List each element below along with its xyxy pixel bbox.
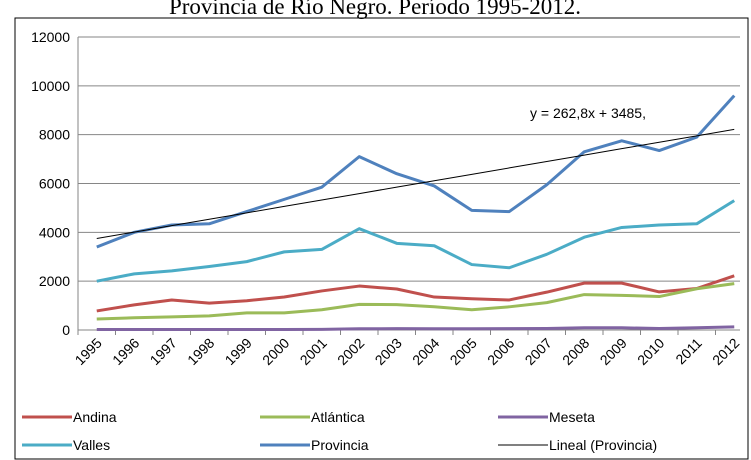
legend-label: Lineal (Provincia)	[549, 437, 657, 453]
series-line	[96, 325, 735, 332]
y-tick-label: 10000	[31, 78, 70, 94]
y-tick-label: 6000	[39, 176, 70, 192]
chart-frame	[14, 17, 749, 460]
x-tick-label: 2001	[297, 335, 330, 368]
x-tick-label: 2000	[259, 335, 292, 368]
x-tick-label: 2007	[522, 335, 555, 368]
trend-annotation: y = 262,8x + 3485,	[530, 105, 646, 121]
y-tick-label: 0	[62, 322, 70, 338]
x-tick-label: 1997	[147, 335, 180, 368]
legend-label: Atlántica	[311, 409, 365, 425]
legend-label: Valles	[73, 437, 110, 453]
x-tick-label: 2002	[334, 335, 367, 368]
legend-label: Provincia	[311, 437, 369, 453]
x-tick-label: 2003	[372, 335, 405, 368]
y-tick-label: 8000	[39, 127, 70, 143]
chart-title: Provincia de Río Negro. Período 1995-201…	[169, 0, 581, 19]
x-tick-label: 2009	[597, 335, 630, 368]
x-tick-label: 2004	[409, 335, 442, 368]
x-tick-label: 2005	[447, 335, 480, 368]
x-tick-label: 2010	[634, 335, 667, 368]
series-line	[96, 274, 735, 313]
series-line	[96, 94, 736, 249]
x-tick-label: 2011	[672, 335, 705, 368]
y-tick-label: 2000	[39, 273, 70, 289]
series-line	[96, 199, 736, 283]
x-tick-label: 2006	[484, 335, 517, 368]
x-tick-label: 1996	[109, 335, 142, 368]
x-tick-label: 1995	[72, 335, 105, 368]
x-tick-label: 2008	[559, 335, 592, 368]
series-line	[96, 128, 735, 239]
legend-label: Andina	[73, 409, 117, 425]
series-line	[96, 282, 735, 321]
x-tick-label: 1999	[222, 335, 255, 368]
x-tick-label: 1998	[184, 335, 217, 368]
y-tick-label: 12000	[31, 29, 70, 45]
x-tick-label: 2012	[709, 335, 742, 368]
y-tick-label: 4000	[39, 224, 70, 240]
legend-label: Meseta	[549, 409, 595, 425]
